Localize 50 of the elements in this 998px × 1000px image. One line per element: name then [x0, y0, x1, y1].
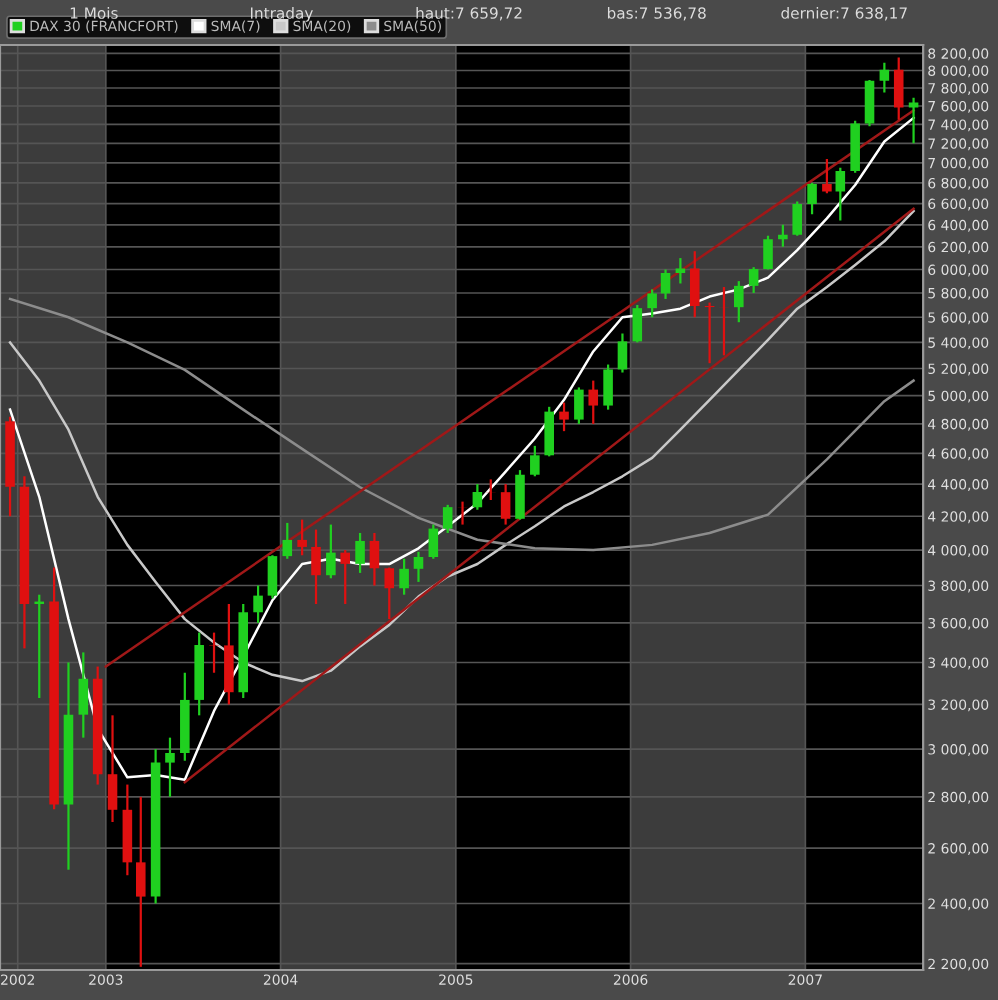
candlestick — [78, 651, 89, 739]
candlestick — [500, 482, 511, 526]
candlestick — [704, 301, 715, 365]
candlestick — [107, 714, 118, 824]
candlestick — [253, 584, 263, 625]
candlestick — [879, 61, 890, 94]
candlestick — [588, 379, 599, 426]
candlestick — [689, 250, 700, 319]
candlestick — [647, 288, 657, 319]
candlestick — [224, 602, 234, 706]
candlestick — [660, 268, 671, 301]
candlestick — [559, 401, 569, 433]
candlestick — [442, 503, 453, 535]
candlestick — [413, 550, 424, 584]
candlestick — [267, 554, 278, 600]
candlestick — [384, 566, 395, 621]
candlestick — [835, 166, 846, 222]
line-series — [8, 209, 915, 683]
candlestick — [530, 444, 540, 478]
candlestick — [355, 531, 365, 575]
candlestick — [632, 303, 643, 344]
candlestick — [603, 363, 613, 411]
candlestick — [282, 521, 293, 560]
candlestick — [326, 523, 336, 580]
candlestick — [763, 234, 773, 271]
candlestick — [792, 200, 803, 237]
candlestick — [748, 266, 759, 295]
candlestick — [135, 795, 146, 968]
line-series — [8, 116, 915, 781]
candlestick — [864, 78, 875, 128]
candlestick — [399, 557, 409, 596]
candlestick — [544, 405, 554, 458]
candlestick — [297, 518, 307, 557]
candlestick — [734, 280, 744, 324]
candlestick — [515, 468, 525, 521]
candlestick — [311, 528, 321, 606]
candlestick — [778, 223, 788, 248]
candlestick — [850, 119, 860, 174]
candlestick — [675, 256, 686, 285]
line-series — [8, 297, 915, 552]
candlestick — [340, 548, 351, 606]
candlestick — [617, 332, 628, 374]
candlestick — [472, 482, 483, 511]
candlestick — [428, 523, 439, 560]
candlestick — [807, 181, 817, 216]
candlestick — [574, 386, 584, 426]
candlestick — [822, 157, 832, 195]
candlestick — [893, 56, 904, 121]
candlestick — [165, 736, 175, 798]
candlestick — [369, 531, 380, 587]
